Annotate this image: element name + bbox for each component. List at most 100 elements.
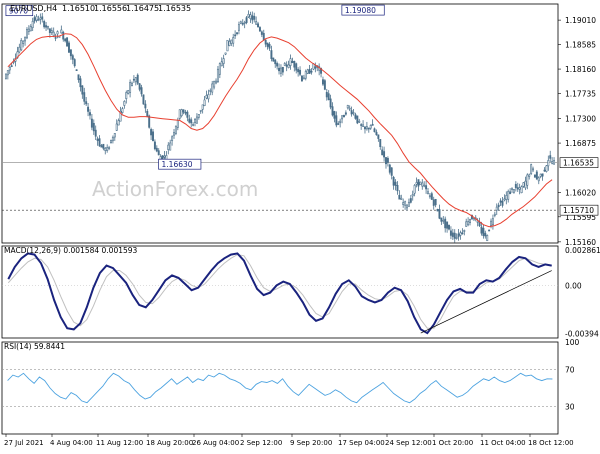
candle-body — [201, 104, 204, 110]
candle-body — [291, 60, 294, 63]
candle-body — [195, 116, 198, 124]
macd-title: MACD(12,26,9) 0.001584 0.001593 — [4, 246, 138, 255]
candle-body — [545, 165, 548, 172]
x-tick-label: 11 Aug 12:00 — [96, 439, 143, 447]
candle-body — [461, 232, 464, 235]
candle-body — [173, 132, 175, 136]
candle-body — [8, 67, 11, 71]
candle-body — [341, 115, 344, 120]
candle-body — [497, 204, 500, 208]
candle-body — [50, 30, 53, 33]
price-annotation-label: 1.16630 — [162, 160, 193, 169]
candle-body — [402, 202, 405, 205]
candle-body — [75, 69, 78, 71]
candle-body — [505, 195, 508, 200]
candle-body — [43, 20, 46, 28]
candle-body — [104, 147, 107, 151]
ohlc-close: 1.16535 — [158, 4, 191, 13]
candle-body — [553, 160, 556, 165]
candle-body — [226, 39, 229, 52]
candle-body — [413, 185, 416, 194]
x-tick-label: 4 Aug 04:00 — [50, 439, 93, 447]
candle-body — [169, 142, 172, 151]
candle-body — [144, 103, 147, 109]
candle-body — [327, 93, 330, 100]
price-ytick-label: 1.19010 — [565, 16, 596, 25]
rsi-line — [7, 372, 553, 404]
candle-body — [106, 147, 109, 151]
candle-body — [522, 182, 525, 187]
candle-body — [385, 157, 387, 165]
candle-body — [386, 157, 389, 163]
candle-body — [152, 131, 154, 142]
candle-body — [295, 63, 298, 71]
candle-body — [37, 19, 40, 21]
candle-body — [6, 70, 9, 76]
candle-body — [25, 29, 28, 39]
candle-body — [421, 182, 424, 187]
x-tick-label: 18 Oct 12:00 — [528, 439, 574, 447]
candle-body — [423, 184, 426, 187]
candle-body — [398, 195, 401, 200]
candle-body — [350, 110, 353, 115]
candle-body — [31, 21, 34, 28]
candle-body — [325, 91, 328, 98]
candle-body — [375, 131, 378, 136]
candle-body — [432, 199, 435, 206]
candle-body — [27, 28, 30, 32]
candle-body — [287, 64, 290, 68]
candle-body — [320, 68, 323, 74]
rsi-title: RSI(14) 59.8441 — [4, 342, 65, 351]
candle-body — [153, 141, 156, 150]
candle-body — [417, 179, 420, 187]
x-tick-label: 11 Oct 04:00 — [480, 439, 526, 447]
candle-body — [52, 31, 55, 37]
candle-body — [285, 64, 288, 67]
candle-body — [377, 134, 380, 139]
candle-body — [205, 95, 208, 99]
candle-body — [33, 17, 36, 22]
candle-body — [358, 120, 361, 123]
candle-body — [245, 17, 248, 23]
candle-body — [514, 184, 517, 188]
candle-body — [369, 125, 372, 129]
candle-body — [323, 80, 326, 90]
candle-body — [335, 115, 338, 126]
candle-body — [512, 189, 515, 193]
candle-body — [299, 69, 302, 75]
candle-body — [69, 49, 72, 57]
candle-body — [478, 222, 481, 227]
candle-body — [257, 23, 260, 28]
candle-body — [308, 68, 311, 74]
candle-body — [539, 173, 542, 177]
candle-body — [518, 187, 521, 190]
candle-body — [232, 37, 235, 44]
candle-body — [100, 145, 103, 148]
candle-body — [440, 217, 443, 222]
candle-body — [310, 70, 313, 73]
candle-body — [543, 169, 546, 172]
ohlc-high: 1.16556 — [94, 4, 127, 13]
candle-body — [138, 83, 141, 90]
price-panel: 1.19010 1.18585 1.18160 1.17735 1.17300 1.168… — [1, 3, 599, 247]
candle-body — [237, 24, 240, 31]
candle-body — [532, 168, 535, 171]
candle-body — [278, 67, 281, 72]
candle-body — [213, 80, 216, 88]
candle-body — [390, 167, 393, 176]
candle-body — [174, 125, 177, 134]
candle-body — [262, 33, 265, 41]
candle-body — [218, 63, 221, 75]
candle-body — [541, 173, 544, 177]
candle-body — [333, 111, 336, 119]
candle-body — [60, 29, 63, 34]
candle-body — [293, 61, 296, 68]
candle-body — [220, 61, 223, 67]
candle-body — [274, 59, 277, 65]
ohlc-low: 1.16475 — [126, 4, 159, 13]
candle-body — [132, 78, 135, 81]
candle-body — [419, 181, 422, 185]
candle-body — [463, 230, 466, 232]
candle-body — [47, 25, 49, 29]
